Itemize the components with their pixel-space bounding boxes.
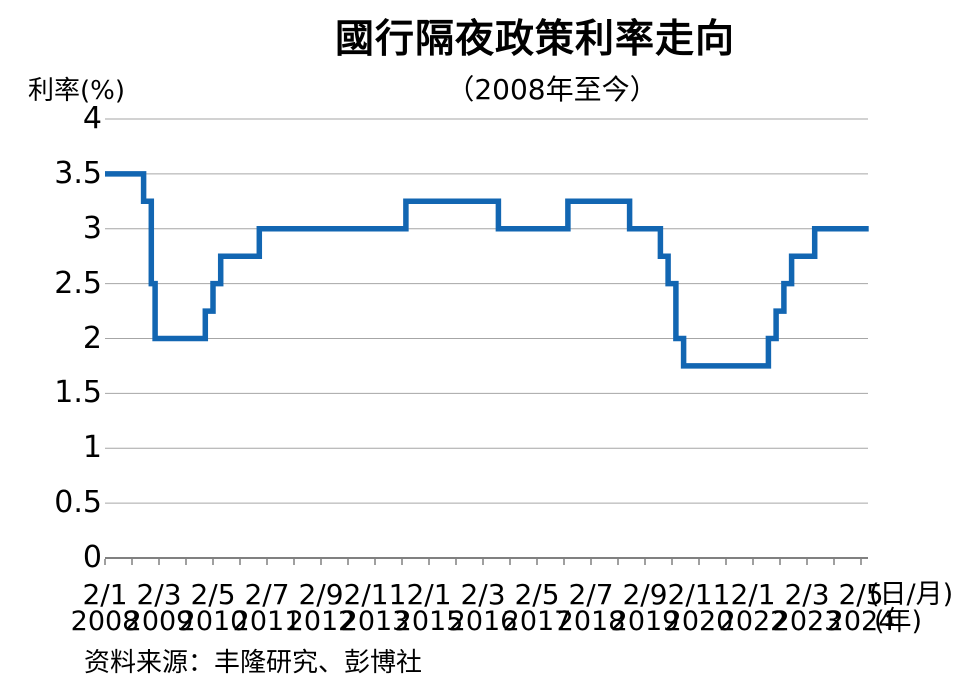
y-tick-label: 4 <box>82 101 102 136</box>
x-tick-label-day-month: 2/1 <box>730 578 776 611</box>
x-tick-label-day-month: 2/5 <box>838 578 884 611</box>
y-tick-label: 0 <box>82 540 102 575</box>
y-tick-label: 0.5 <box>54 485 102 521</box>
x-tick-label-year: 2022 <box>718 606 788 637</box>
x-tick-label-day-month: 2/3 <box>784 578 830 611</box>
y-tick-label: 2.5 <box>54 265 102 301</box>
x-tick-label-day-month: 2/11 <box>667 578 731 611</box>
x-axis-unit-year: (年) <box>874 606 923 637</box>
x-tick-label-day-month: 2/3 <box>136 578 182 611</box>
x-tick-label-year: 2015 <box>394 606 464 637</box>
chart-title: 國行隔夜政策利率走向 <box>334 17 735 62</box>
x-tick-label-year: 2013 <box>340 606 410 637</box>
x-tick-label-day-month: 2/7 <box>568 578 614 611</box>
source-note: 资料来源：丰隆研究、彭博社 <box>84 648 423 678</box>
x-tick-label-year: 2009 <box>124 606 194 637</box>
x-tick-label-year: 2010 <box>178 606 248 637</box>
x-tick-label-year: 2019 <box>610 606 680 637</box>
x-tick-label-day-month: 2/1 <box>82 578 128 611</box>
x-tick-label-day-month: 2/1 <box>406 578 452 611</box>
x-tick-label-day-month: 2/9 <box>298 578 344 611</box>
x-tick-label-day-month: 2/5 <box>190 578 236 611</box>
y-tick-label: 1 <box>82 430 102 466</box>
x-tick-label-year: 2017 <box>502 606 572 637</box>
y-tick-label: 2 <box>82 320 102 356</box>
x-tick-label-year: 2020 <box>664 606 734 637</box>
x-tick-label-day-month: 2/7 <box>244 578 290 611</box>
x-tick-label-day-month: 2/11 <box>343 578 407 611</box>
x-tick-label-day-month: 2/3 <box>460 578 506 611</box>
x-tick-label-year: 2016 <box>448 606 518 637</box>
x-tick-label-year: 2012 <box>286 606 356 637</box>
x-axis-unit-day-month: (日/月) <box>869 579 954 610</box>
x-tick-label-year: 2018 <box>556 606 626 637</box>
y-tick-label: 1.5 <box>54 375 102 411</box>
x-tick-label-year: 2011 <box>232 606 302 637</box>
opr-step-line <box>105 171 869 369</box>
x-tick-label-year: 2024 <box>826 606 896 637</box>
y-axis-title: 利率(%) <box>28 76 125 106</box>
x-tick-label-year: 2008 <box>70 606 140 637</box>
chart-subtitle: （2008年至今） <box>446 73 658 106</box>
y-tick-label: 3.5 <box>54 155 102 191</box>
y-tick-label: 3 <box>82 210 102 246</box>
x-tick-label-year: 2023 <box>772 606 842 637</box>
x-tick-label-day-month: 2/5 <box>514 578 560 611</box>
x-tick-label-day-month: 2/9 <box>622 578 668 611</box>
